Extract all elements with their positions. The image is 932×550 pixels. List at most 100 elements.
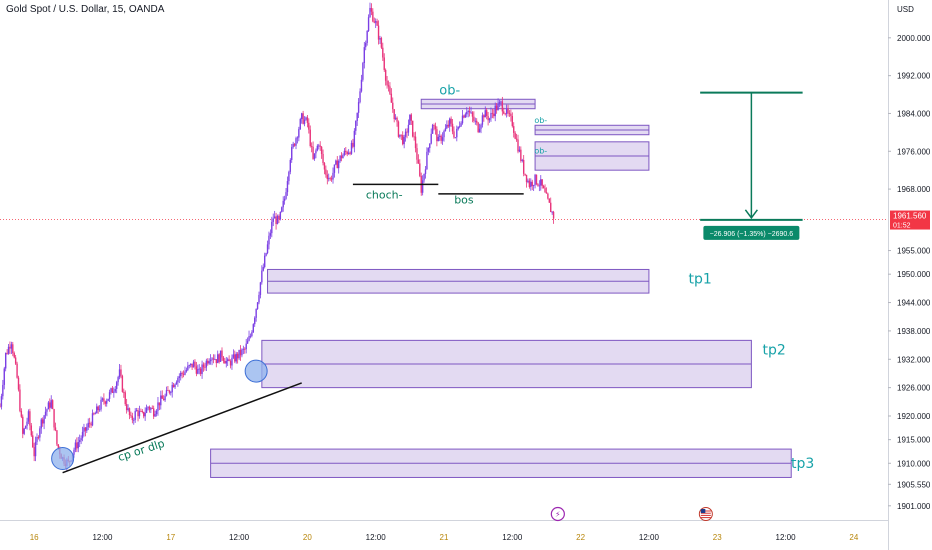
candle-body [551,211,553,213]
candle-body [255,308,257,318]
candle-body [199,368,202,374]
candle-body [152,408,155,417]
price-axis-bg [888,0,932,550]
candle-body [365,42,367,48]
candle-body [80,438,82,441]
candle-body [337,161,340,169]
candle-body [312,146,314,159]
candle-body [6,352,8,354]
candle-body [98,409,101,411]
candle-body [520,149,522,161]
candle-body [505,108,508,114]
candle-body [291,147,293,160]
candle-body [332,172,334,180]
candle-body [208,361,210,364]
candle-body [289,159,292,172]
candle-body [404,131,407,137]
candle-body [548,198,551,203]
candle-body [57,444,60,449]
candle-body [87,422,89,428]
candle-body [384,69,387,81]
x-tick-label: 12:00 [502,533,523,542]
candle-body [241,349,243,356]
candle-body [103,398,105,402]
candle-body [90,423,92,426]
candle-body [411,120,414,137]
candle-body [491,112,494,114]
candle-body [431,125,434,134]
candle-body [20,410,23,417]
candle-body [121,375,124,392]
low-circle-1 [51,447,75,471]
candle-body [157,402,159,411]
candle-body [542,185,545,189]
candle-body [135,410,138,412]
candle-body [335,160,337,165]
candle-body [244,348,246,350]
candle-body [248,336,250,341]
candle-body [141,411,144,412]
candle-body [453,131,455,138]
candle-body [402,135,404,145]
candle-body [83,427,85,432]
candle-body [511,116,514,127]
candle-body [285,192,287,199]
candle-body [263,255,266,268]
candle-body [537,184,539,186]
candle-body [379,37,381,40]
candle-body [513,126,515,133]
x-tick-label: 12:00 [639,533,660,542]
symbol-title: Gold Spot / U.S. Dollar, 15, OANDA [6,4,165,15]
candle-body [517,139,519,152]
candle-body [16,363,18,378]
candle-body [336,160,338,169]
y-tick-label: 1938.000 [897,327,931,336]
candle-body [106,400,108,404]
candle-body [17,377,20,390]
candle-body [251,332,253,336]
candle-body [100,399,102,410]
candle-body [528,180,531,188]
candle-body [26,421,28,426]
x-tick-label: 16 [30,533,39,542]
candle-body [468,110,471,113]
candle-body [209,359,212,362]
candle-body [77,442,79,449]
candle-body [117,377,119,383]
candle-body [81,431,84,439]
x-tick-label: 17 [166,533,175,542]
candle-body [19,389,21,411]
candle-body [228,359,230,362]
candle-body [134,411,136,420]
candle-body [218,354,220,362]
candle-body [281,207,283,212]
candle-body [41,419,44,424]
candle-body [531,181,533,187]
x-tick-label: 21 [440,533,449,542]
candle-body [266,244,269,254]
candle-body [322,154,324,164]
candle-body [346,152,348,155]
candle-body [374,21,377,23]
candle-body [118,369,121,378]
candle-body [456,128,458,138]
candle-body [394,117,397,120]
candle-body [313,153,316,159]
candle-body [33,447,35,457]
candle-body [197,369,199,374]
candle-body [181,372,183,374]
candle-body [353,130,356,147]
y-tick-label: 1992.000 [897,72,931,81]
last-price-countdown: 01:52 [893,223,911,230]
candle-body [217,354,219,364]
candle-body [329,178,331,180]
annotation-tp2: tp2 [763,343,786,359]
candle-body [76,442,78,449]
candle-body [480,124,482,129]
candle-body [154,414,156,417]
x-tick-label: 24 [849,533,858,542]
candle-body [477,122,479,133]
candle-body [507,108,509,114]
candle-body [219,350,222,362]
